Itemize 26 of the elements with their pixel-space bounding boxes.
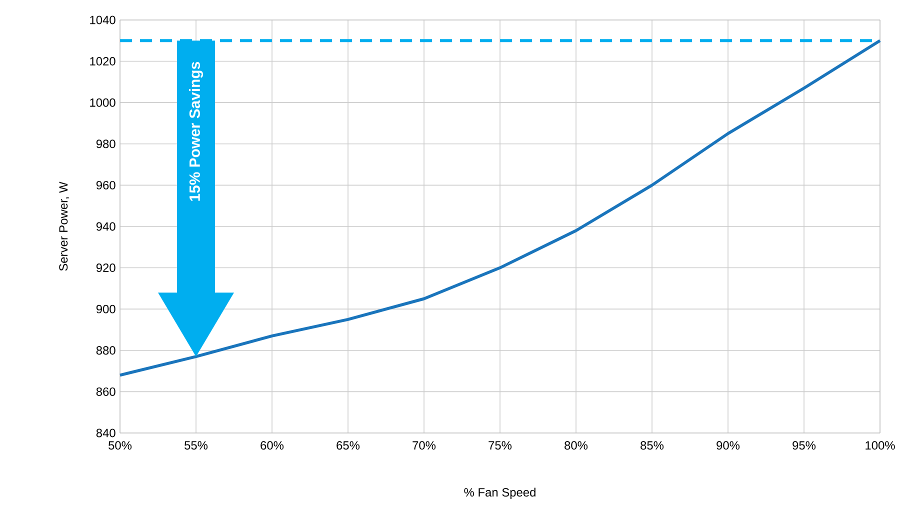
x-tick-label: 65%	[336, 441, 360, 450]
y-tick-label: 960	[96, 180, 116, 190]
y-tick-label: 900	[96, 304, 116, 314]
annotation: 15% Power Savings	[189, 62, 204, 201]
y-tick-label: 840	[96, 428, 116, 438]
y-tick-label: 980	[96, 140, 116, 148]
x-tick-label: 100%	[866, 441, 895, 450]
x-tick-label: 55%	[184, 441, 208, 450]
x-axis-title: % Fan Speed	[464, 488, 536, 499]
y-tick-label: 1000	[90, 98, 116, 107]
x-tick-label: 60%	[260, 441, 284, 450]
x-tick-label: 70%	[412, 441, 436, 450]
line-series	[118, 39, 882, 377]
y-tick-label: 940	[96, 222, 116, 231]
x-tick-label: 50%	[108, 441, 132, 450]
y-tick-label: 860	[96, 387, 116, 396]
x-tick-label: 75%	[488, 441, 512, 450]
x-tick-label: 85%	[640, 441, 664, 450]
x-tick-label: 80%	[564, 441, 588, 450]
x-tick-label: 95%	[792, 441, 816, 450]
x-tick-label: 90%	[716, 441, 740, 450]
y-tick-label: 1040	[90, 16, 116, 24]
y-axis-title: Server Power, W	[59, 182, 70, 271]
y-tick-label: 880	[96, 346, 116, 355]
y-tick-label: 1020	[90, 57, 116, 66]
y-tick-label: 920	[96, 264, 116, 272]
